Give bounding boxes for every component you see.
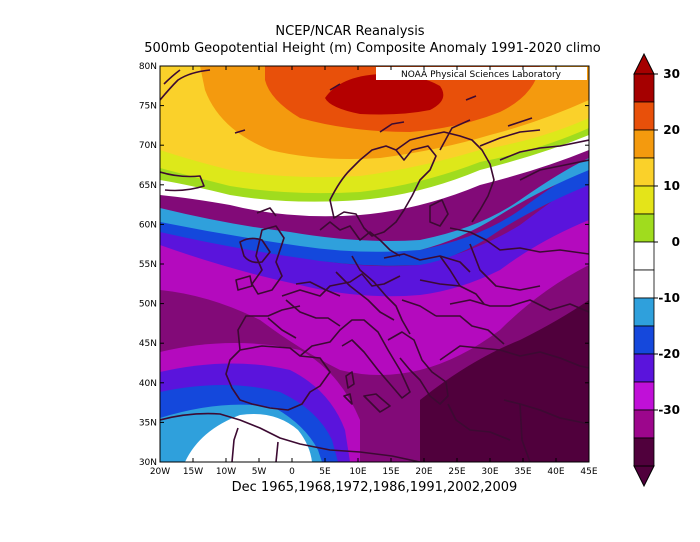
- credit-box: [376, 67, 587, 80]
- colorbar-segment: [633, 353, 655, 383]
- lon-label: 40E: [547, 467, 564, 477]
- anomaly-field: NOAA Physical Sciences Laboratory: [160, 66, 589, 462]
- lat-label: 70N: [139, 141, 157, 151]
- lat-label: 80N: [139, 62, 157, 72]
- lat-label: 30N: [139, 458, 157, 468]
- lon-label: 0: [289, 467, 295, 477]
- lon-label: 20E: [415, 467, 432, 477]
- composite-years-caption: Dec 1965,1968,1972,1986,1991,2002,2009: [231, 480, 518, 495]
- lat-label: 60N: [139, 220, 157, 230]
- longitude-labels: 20W 15W 10W 5W 0 5E 10E 15E 20E 25E 30E 35E 40E 45E: [150, 467, 598, 477]
- colorbar-label: -10: [658, 291, 680, 305]
- colorbar-segment: [633, 241, 655, 271]
- colorbar-label: 0: [672, 235, 680, 249]
- anomaly-band-minus15: [160, 175, 589, 297]
- lat-label: 65N: [139, 181, 157, 191]
- lon-label: 25E: [448, 467, 465, 477]
- colorbar-segment: [633, 129, 655, 159]
- lon-label: 45E: [580, 467, 597, 477]
- lat-label: 75N: [139, 102, 157, 112]
- lon-label: 15W: [183, 467, 203, 477]
- colorbar-segment: [633, 101, 655, 131]
- anomaly-band-sw-zero: [185, 414, 312, 462]
- lon-label: 35E: [514, 467, 531, 477]
- colorbar-top-arrow: [633, 52, 655, 75]
- lat-label: 40N: [139, 379, 157, 389]
- colorbar-segment: [633, 157, 655, 187]
- colorbar-segment: [633, 437, 655, 467]
- colorbar: [633, 52, 655, 488]
- anomaly-core-negative: [420, 300, 589, 462]
- lon-label: 10W: [216, 467, 236, 477]
- lat-label: 45N: [139, 339, 157, 349]
- chart-subtitle: 500mb Geopotential Height (m) Composite …: [144, 41, 601, 56]
- colorbar-segment: [633, 73, 655, 103]
- colorbar-label: 10: [663, 179, 680, 193]
- colorbar-labels: 30 20 10 0 -10 -20 -30: [654, 67, 680, 417]
- lat-label: 50N: [139, 300, 157, 310]
- lon-label: 10E: [349, 467, 366, 477]
- lon-label: 30E: [481, 467, 498, 477]
- lon-label: 5E: [319, 467, 331, 477]
- colorbar-segment: [633, 381, 655, 411]
- lon-label: 5W: [252, 467, 267, 477]
- coastlines: [160, 69, 589, 462]
- latitude-labels: 80N 75N 70N 65N 60N 55N 50N 45N 40N 35N 30N: [139, 62, 157, 468]
- colorbar-label: -20: [658, 347, 680, 361]
- colorbar-segment: [633, 269, 655, 299]
- colorbar-segment: [633, 213, 655, 243]
- colorbar-label: 20: [663, 123, 680, 137]
- lon-label: 15E: [382, 467, 399, 477]
- colorbar-label: -30: [658, 403, 680, 417]
- colorbar-segment: [633, 409, 655, 439]
- colorbar-segment: [633, 185, 655, 215]
- lat-label: 55N: [139, 260, 157, 270]
- colorbar-segment: [633, 325, 655, 355]
- lat-label: 35N: [139, 418, 157, 428]
- credit-text: NOAA Physical Sciences Laboratory: [401, 70, 562, 80]
- anomaly-core-positive: [325, 74, 444, 115]
- lon-label: 20W: [150, 467, 170, 477]
- colorbar-bottom-arrow: [633, 465, 655, 488]
- axis-ticks: [159, 65, 590, 463]
- colorbar-label: 30: [663, 67, 680, 81]
- colorbar-segment: [633, 297, 655, 327]
- chart-title: NCEP/NCAR Reanalysis: [275, 24, 425, 39]
